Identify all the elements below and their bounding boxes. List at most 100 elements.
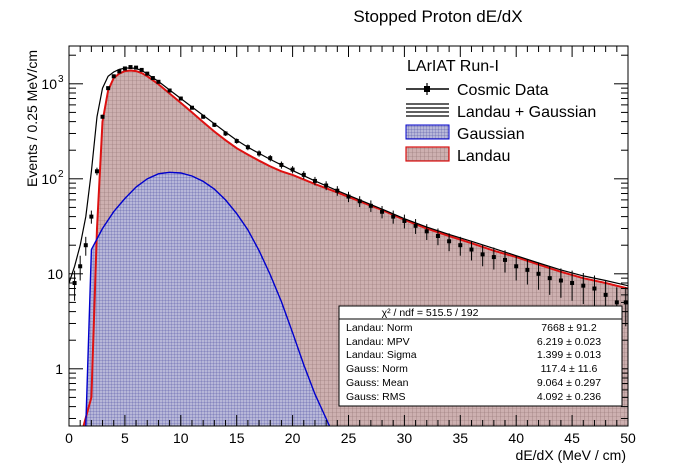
data-point [536, 262, 541, 290]
data-point [139, 67, 144, 72]
data-point [503, 250, 508, 273]
data-point [257, 150, 262, 157]
legend-label-gaussian: Gaussian [457, 126, 525, 143]
data-point-marker [458, 243, 463, 248]
data-point-marker [357, 199, 362, 204]
cosmic-data-points [72, 65, 628, 327]
data-point [413, 219, 418, 234]
data-point-marker [558, 278, 563, 283]
data-point-marker [139, 67, 144, 72]
x-axis-label: dE/dX (MeV / cm) [516, 447, 626, 463]
data-point [391, 210, 396, 224]
legend-entry-landau: Landau [405, 146, 510, 165]
stats-row-value: 4.092 ± 0.236 [537, 391, 601, 403]
data-point-marker [150, 76, 155, 81]
data-point-marker [111, 74, 116, 79]
data-point [357, 196, 362, 208]
data-point-marker [279, 162, 284, 167]
data-point-marker [480, 252, 485, 257]
data-point [111, 74, 116, 79]
data-point [581, 272, 586, 305]
data-point [72, 270, 77, 301]
data-point-marker [106, 86, 111, 91]
data-point [268, 155, 273, 162]
x-tick-label: 20 [285, 430, 301, 446]
data-point [89, 210, 94, 224]
y-tick-label: 10 [47, 266, 63, 282]
data-point-marker [128, 65, 133, 70]
data-point [570, 270, 575, 301]
data-point [122, 66, 127, 71]
data-point [117, 69, 122, 74]
data-point [178, 96, 183, 101]
data-point [145, 71, 150, 76]
data-point [100, 114, 105, 119]
data-point [83, 236, 88, 256]
data-point-marker [301, 172, 306, 177]
legend-entry-landau-gaussian: Landau + Gaussian [406, 103, 596, 121]
y-tick-label: 10 [41, 171, 57, 187]
data-point-marker [514, 264, 519, 269]
x-tick-label: 10 [173, 430, 189, 446]
data-point [592, 275, 597, 308]
data-point-marker [402, 218, 407, 223]
data-point-marker [503, 257, 508, 262]
data-point [234, 138, 239, 144]
stats-row-name: Gauss: RMS [346, 391, 406, 403]
data-point [380, 206, 385, 219]
data-point [514, 255, 519, 281]
x-tick-label: 50 [620, 430, 636, 446]
stats-row-name: Landau: Norm [346, 322, 413, 334]
data-point [134, 65, 139, 70]
data-point [324, 181, 329, 191]
data-point-marker [100, 114, 105, 119]
data-point-marker [324, 183, 329, 188]
legend-fit-swatch [406, 103, 449, 117]
stats-row-value: 6.219 ± 0.023 [537, 336, 601, 348]
data-point-marker [156, 79, 161, 84]
data-point-marker [212, 122, 217, 127]
gaussian-curve [85, 171, 331, 426]
data-point [312, 176, 317, 186]
data-point-marker [469, 247, 474, 252]
x-tick-label: 35 [453, 430, 469, 446]
gaussian-fill-area [85, 172, 330, 426]
data-point [469, 240, 474, 261]
landau-curve [82, 69, 628, 426]
data-point [128, 65, 133, 70]
y-tick-label-exponent: 2 [58, 169, 64, 180]
x-axis: 0 5 10 15 20 25 30 35 40 45 50 [65, 46, 636, 446]
legend-entry-cosmic-data: Cosmic Data [406, 82, 549, 99]
data-point-marker [391, 214, 396, 219]
legend-data-marker [424, 86, 430, 92]
data-point [424, 224, 429, 240]
x-tick-label: 5 [121, 430, 129, 446]
data-point-marker [592, 286, 597, 291]
y-tick-label-exponent: 3 [58, 74, 64, 85]
chart-title: Stopped Proton dE/dX [353, 7, 522, 26]
data-point [201, 114, 206, 119]
data-point [435, 228, 440, 246]
stats-row-value: 7668 ± 91.2 [541, 322, 597, 334]
data-point-marker [435, 234, 440, 238]
data-point-marker [536, 271, 541, 276]
data-point-marker [223, 131, 228, 136]
stats-row-name: Landau: Sigma [346, 349, 417, 361]
x-tick-label: 45 [564, 430, 580, 446]
data-point-marker [257, 151, 262, 156]
y-tick-label: 1 [55, 361, 63, 377]
y-tick-label: 10 [41, 76, 57, 92]
x-tick-label: 30 [397, 430, 413, 446]
data-point-marker [346, 194, 351, 199]
stats-row-name: Gauss: Norm [346, 363, 408, 375]
data-point-marker [117, 69, 122, 74]
data-point-marker [312, 178, 317, 183]
data-point-marker [368, 203, 373, 208]
data-point-marker [581, 283, 586, 288]
data-point [189, 105, 194, 110]
data-point [547, 266, 552, 295]
data-point-marker [201, 114, 206, 119]
data-point [167, 88, 172, 93]
